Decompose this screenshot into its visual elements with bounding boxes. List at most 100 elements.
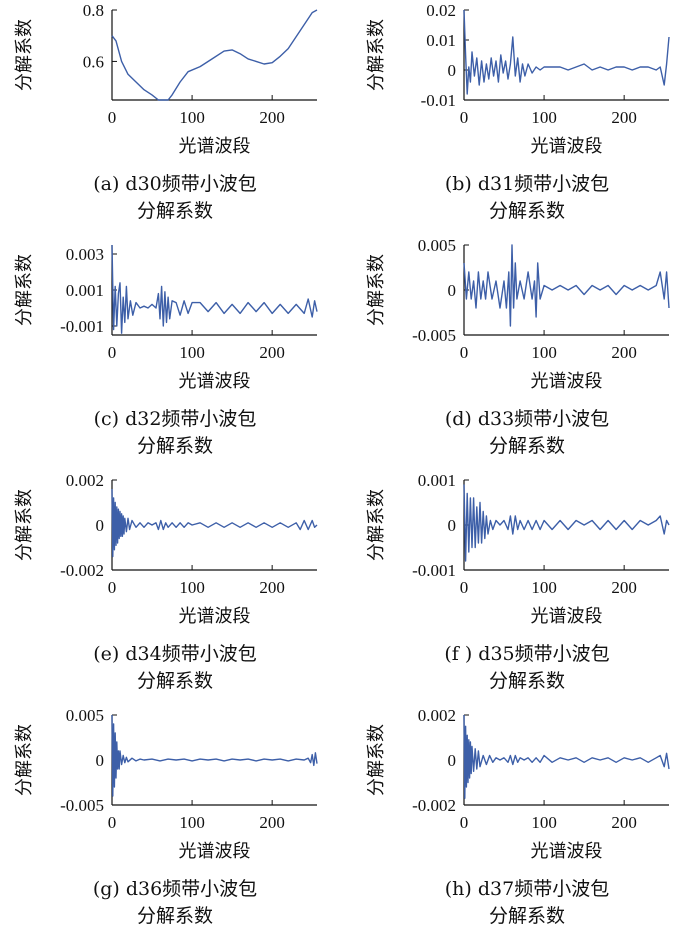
y-tick-label: -0.001 — [60, 317, 104, 336]
x-tick-label: 0 — [460, 813, 469, 832]
x-tick-label: 100 — [531, 343, 557, 362]
panel-caption: (f ) d35频带小波包 — [444, 643, 610, 665]
panel-caption-line2: 分解系数 — [136, 670, 213, 692]
chart-panel-h: 0.002 0 -0.002 0 100 200 光谱波段 分解系数 (h) d37频带小波包分… — [352, 705, 700, 940]
x-tick-label: 200 — [611, 578, 637, 597]
x-tick-label: 0 — [108, 813, 117, 832]
panel-caption: (e) d34频带小波包 — [93, 643, 257, 665]
y-tick-label: -0.005 — [412, 326, 456, 345]
panel-caption-line2: 分解系数 — [488, 905, 565, 927]
panel-caption: (a) d30频带小波包 — [93, 173, 257, 195]
y-tick-label: 0.02 — [426, 1, 456, 20]
x-axis-label: 光谱波段 — [531, 136, 603, 157]
y-tick-label: 0.005 — [66, 706, 104, 725]
chart-panel-d: 0.005 0 -0.005 0 100 200 光谱波段 分解系数 (d) d33频带小波包分… — [352, 235, 700, 470]
x-axis-label: 光谱波段 — [179, 136, 251, 157]
y-tick-label: 0.002 — [66, 471, 104, 490]
y-axis-label: 分解系数 — [14, 489, 35, 561]
x-tick-label: 100 — [531, 813, 557, 832]
x-tick-label: 100 — [179, 108, 205, 127]
chart-panel-g: 0.005 0 -0.005 0 100 200 光谱波段 分解系数 (g) d36频带小波包分… — [0, 705, 350, 940]
x-tick-label: 0 — [460, 108, 469, 127]
y-tick-label: 0.6 — [83, 52, 104, 71]
x-axis-label: 光谱波段 — [531, 606, 603, 627]
panel-caption-line2: 分解系数 — [488, 670, 565, 692]
series-line — [463, 244, 670, 327]
x-tick-label: 100 — [179, 578, 205, 597]
y-tick-label: 0 — [448, 281, 457, 300]
x-axis-label: 光谱波段 — [531, 371, 603, 392]
panel-caption-line2: 分解系数 — [488, 200, 565, 222]
series-line — [111, 488, 318, 558]
series-line — [463, 484, 670, 562]
x-tick-label: 200 — [259, 343, 285, 362]
x-tick-label: 200 — [611, 343, 637, 362]
y-tick-label: 0 — [448, 751, 457, 770]
y-tick-label: -0.002 — [60, 561, 104, 580]
x-tick-label: 100 — [531, 108, 557, 127]
panel-caption-line2: 分解系数 — [136, 200, 213, 222]
y-tick-label: 0 — [448, 516, 457, 535]
y-axis-label: 分解系数 — [14, 254, 35, 326]
x-tick-label: 0 — [460, 578, 469, 597]
x-tick-label: 100 — [179, 343, 205, 362]
series-line — [463, 714, 670, 800]
y-axis-label: 分解系数 — [366, 254, 387, 326]
chart-panel-b: 0.02 0.01 0 -0.01 0 100 200 光谱波段 分解系数 (b) d31频带小波… — [352, 0, 700, 235]
x-tick-label: 0 — [108, 108, 117, 127]
y-tick-label: -0.002 — [412, 796, 456, 815]
y-tick-label: 0.002 — [418, 706, 456, 725]
y-axis-label: 分解系数 — [366, 19, 387, 91]
y-tick-label: 0.001 — [418, 471, 456, 490]
chart-svg-a: 0.8 0.6 0 100 200 光谱波段 分解系数 — [14, 1, 318, 157]
y-tick-label: 0.8 — [83, 1, 104, 20]
y-axis-label: 分解系数 — [366, 489, 387, 561]
panel-caption-line2: 分解系数 — [488, 435, 565, 457]
x-tick-label: 0 — [108, 343, 117, 362]
x-axis-label: 光谱波段 — [531, 841, 603, 862]
panel-caption: (b) d31频带小波包 — [444, 173, 610, 195]
x-tick-label: 200 — [259, 578, 285, 597]
y-tick-label: 0.01 — [426, 31, 456, 50]
y-tick-label: -0.001 — [412, 561, 456, 580]
x-tick-label: 100 — [531, 578, 557, 597]
y-tick-label: 0 — [448, 61, 457, 80]
y-tick-label: 0.003 — [66, 245, 104, 264]
y-tick-label: 0.005 — [418, 236, 456, 255]
series-line — [111, 714, 318, 797]
y-axis-label: 分解系数 — [14, 19, 35, 91]
chart-panel-a: 0.8 0.6 0 100 200 光谱波段 分解系数 (a) d30频带小波包 分解系数 — [0, 0, 350, 235]
x-tick-label: 0 — [460, 343, 469, 362]
y-tick-label: -0.01 — [421, 91, 456, 110]
series-line — [111, 244, 318, 334]
x-tick-label: 200 — [259, 813, 285, 832]
x-tick-label: 100 — [179, 813, 205, 832]
x-axis-label: 光谱波段 — [179, 841, 251, 862]
x-tick-label: 0 — [108, 578, 117, 597]
chart-panel-f: 0.001 0 -0.001 0 100 200 光谱波段 分解系数 (f ) d35频带小波包… — [352, 470, 700, 705]
x-tick-label: 200 — [611, 813, 637, 832]
panel-caption: (g) d36频带小波包 — [92, 878, 258, 900]
x-tick-label: 200 — [611, 108, 637, 127]
y-tick-label: 0 — [96, 516, 105, 535]
y-tick-label: -0.005 — [60, 796, 104, 815]
panel-caption-line2: 分解系数 — [136, 905, 213, 927]
series-line — [463, 9, 670, 95]
y-axis-label: 分解系数 — [14, 724, 35, 796]
panel-caption-line2: 分解系数 — [136, 435, 213, 457]
chart-panel-c: 0.003 0.001 -0.001 0 100 200 光谱波段 分解系数 (c) d32频带… — [0, 235, 350, 470]
panel-caption: (d) d33频带小波包 — [444, 408, 610, 430]
y-axis-label: 分解系数 — [366, 724, 387, 796]
series-line — [111, 9, 318, 101]
x-axis-label: 光谱波段 — [179, 371, 251, 392]
y-tick-label: 0 — [96, 751, 105, 770]
chart-panel-e: 0.002 0 -0.002 0 100 200 光谱波段 分解系数 (e) d34频带小波包分… — [0, 470, 350, 705]
x-tick-label: 200 — [259, 108, 285, 127]
panel-caption: (c) d32频带小波包 — [93, 408, 257, 430]
panel-caption: (h) d37频带小波包 — [444, 878, 610, 900]
